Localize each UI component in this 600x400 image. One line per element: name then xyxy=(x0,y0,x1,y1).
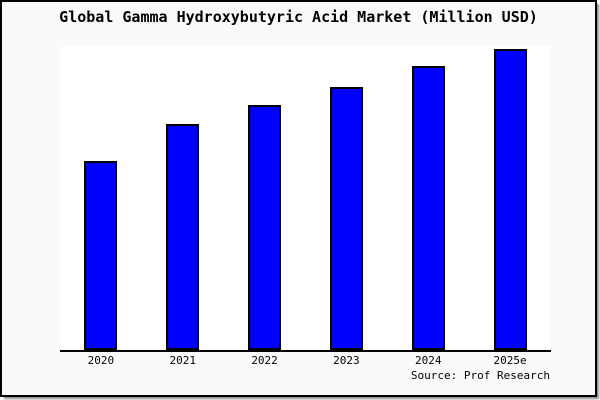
x-axis-labels: 2020 2021 2022 2023 2024 2025e xyxy=(60,354,551,367)
bar-slot-2025e xyxy=(469,46,551,350)
bar-2023 xyxy=(329,87,363,350)
bar-2021 xyxy=(166,124,200,350)
plot-area xyxy=(60,46,551,352)
bar-slot-2023 xyxy=(305,46,387,350)
x-tick-label-2020: 2020 xyxy=(87,354,115,367)
x-tick-label-2022: 2022 xyxy=(251,354,278,367)
chart-title: Global Gamma Hydroxybutyric Acid Market … xyxy=(59,8,538,26)
source-credit: Source: Prof Research xyxy=(410,369,550,382)
bar-slot-2020 xyxy=(60,46,142,350)
bar-2022 xyxy=(248,105,282,350)
bar-slot-2024 xyxy=(387,46,469,350)
x-tick-label-2025e: 2025e xyxy=(493,354,527,367)
bar-2024 xyxy=(411,66,445,350)
x-tick-label-2021: 2021 xyxy=(169,354,196,367)
bar-2025e xyxy=(493,49,527,350)
x-tick-label-2023: 2023 xyxy=(333,354,360,367)
bar-slot-2021 xyxy=(142,46,224,350)
bar-2020 xyxy=(84,161,118,350)
x-tick-label-2024: 2024 xyxy=(414,354,442,367)
bar-slot-2022 xyxy=(224,46,306,350)
